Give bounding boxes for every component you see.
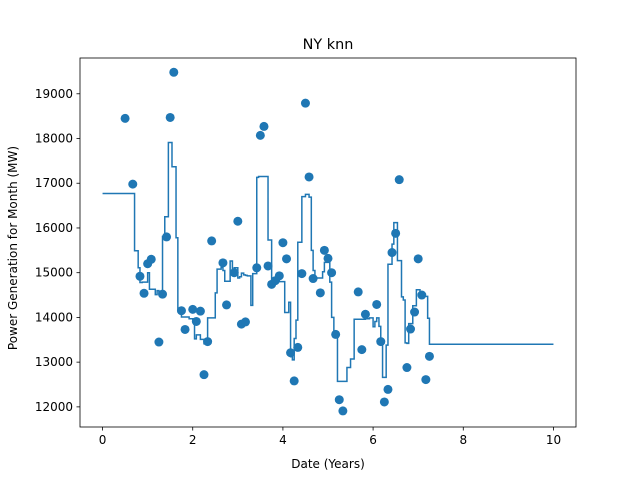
y-tick-label: 12000 <box>35 400 73 414</box>
y-tick-label: 14000 <box>35 310 73 324</box>
x-tick-label: 6 <box>369 433 377 447</box>
axes-frame <box>79 57 577 428</box>
scatter-point <box>300 98 310 108</box>
scatter-point <box>372 299 382 309</box>
scatter-point <box>353 287 363 297</box>
scatter-point <box>357 345 367 355</box>
scatter-point <box>207 236 217 246</box>
scatter-point <box>128 179 138 189</box>
scatter-point <box>218 258 228 268</box>
scatter-point <box>338 406 348 416</box>
scatter-point <box>263 261 273 271</box>
scatter-point <box>240 317 250 327</box>
scatter-point <box>421 375 431 385</box>
scatter-point <box>188 304 198 314</box>
scatter-point <box>176 306 186 316</box>
scatter-point <box>199 370 209 380</box>
scatter-point <box>394 175 404 185</box>
scatter-point <box>327 268 337 278</box>
scatter-point <box>387 248 397 258</box>
x-tick-label: 0 <box>99 433 107 447</box>
scatter-point <box>379 397 389 407</box>
scatter-point <box>139 288 149 298</box>
scatter-point <box>297 269 307 279</box>
scatter-point <box>255 130 265 140</box>
scatter-point <box>308 274 318 284</box>
scatter-point <box>146 254 156 264</box>
scatter-point <box>402 363 412 373</box>
y-tick-label: 18000 <box>35 132 73 146</box>
scatter-point <box>259 121 269 131</box>
scatter-point <box>222 300 232 310</box>
scatter-point <box>169 67 179 77</box>
x-tick-label: 2 <box>189 433 197 447</box>
scatter-point <box>304 172 314 182</box>
scatter-point <box>323 253 333 263</box>
x-tick-label: 8 <box>459 433 467 447</box>
scatter-point <box>165 112 175 122</box>
scatter-point <box>154 337 164 347</box>
scatter-point <box>383 384 393 394</box>
y-tick-label: 16000 <box>35 221 73 235</box>
scatter-point <box>406 324 416 334</box>
scatter-point <box>424 351 434 361</box>
scatter-point <box>331 329 341 339</box>
scatter-point <box>203 337 213 347</box>
scatter-point <box>191 316 201 326</box>
scatter-point <box>252 263 262 273</box>
scatter-point <box>274 271 284 281</box>
scatter-point <box>334 395 344 405</box>
scatter-point <box>180 324 190 334</box>
scatter-point <box>410 307 420 317</box>
scatter-point <box>360 309 370 319</box>
scatter-point <box>162 232 172 242</box>
scatter-point <box>391 228 401 238</box>
scatter-point <box>286 348 296 358</box>
y-tick-label: 17000 <box>35 176 73 190</box>
x-axis-label: Date (Years) <box>291 457 365 471</box>
scatter-point <box>158 289 168 299</box>
scatter-point <box>120 113 130 123</box>
scatter-point <box>417 290 427 300</box>
scatter-point <box>233 216 243 226</box>
y-tick-label: 15000 <box>35 266 73 280</box>
scatter-point <box>376 337 386 347</box>
y-axis-label: Power Generation for Month (MW) <box>6 146 20 350</box>
x-tick-label: 4 <box>279 433 287 447</box>
chart-title: NY knn <box>303 37 354 53</box>
scatter-point <box>229 268 239 278</box>
scatter-point <box>135 271 145 281</box>
y-tick-label: 13000 <box>35 355 73 369</box>
scatter-point <box>413 254 423 264</box>
scatter-point <box>282 254 292 264</box>
x-tick-label: 10 <box>546 433 561 447</box>
scatter-point <box>278 238 288 248</box>
scatter-point <box>293 342 303 352</box>
scatter-point <box>319 245 329 255</box>
y-tick-label: 19000 <box>35 87 73 101</box>
scatter-point <box>289 376 299 386</box>
scatter-point <box>315 288 325 298</box>
ticks-layer: 0 2 4 6 8 10 12000 13000 14000 15000 16000 17000 180… <box>35 87 561 447</box>
plot-layer <box>102 67 554 416</box>
scatter-point <box>195 306 205 316</box>
